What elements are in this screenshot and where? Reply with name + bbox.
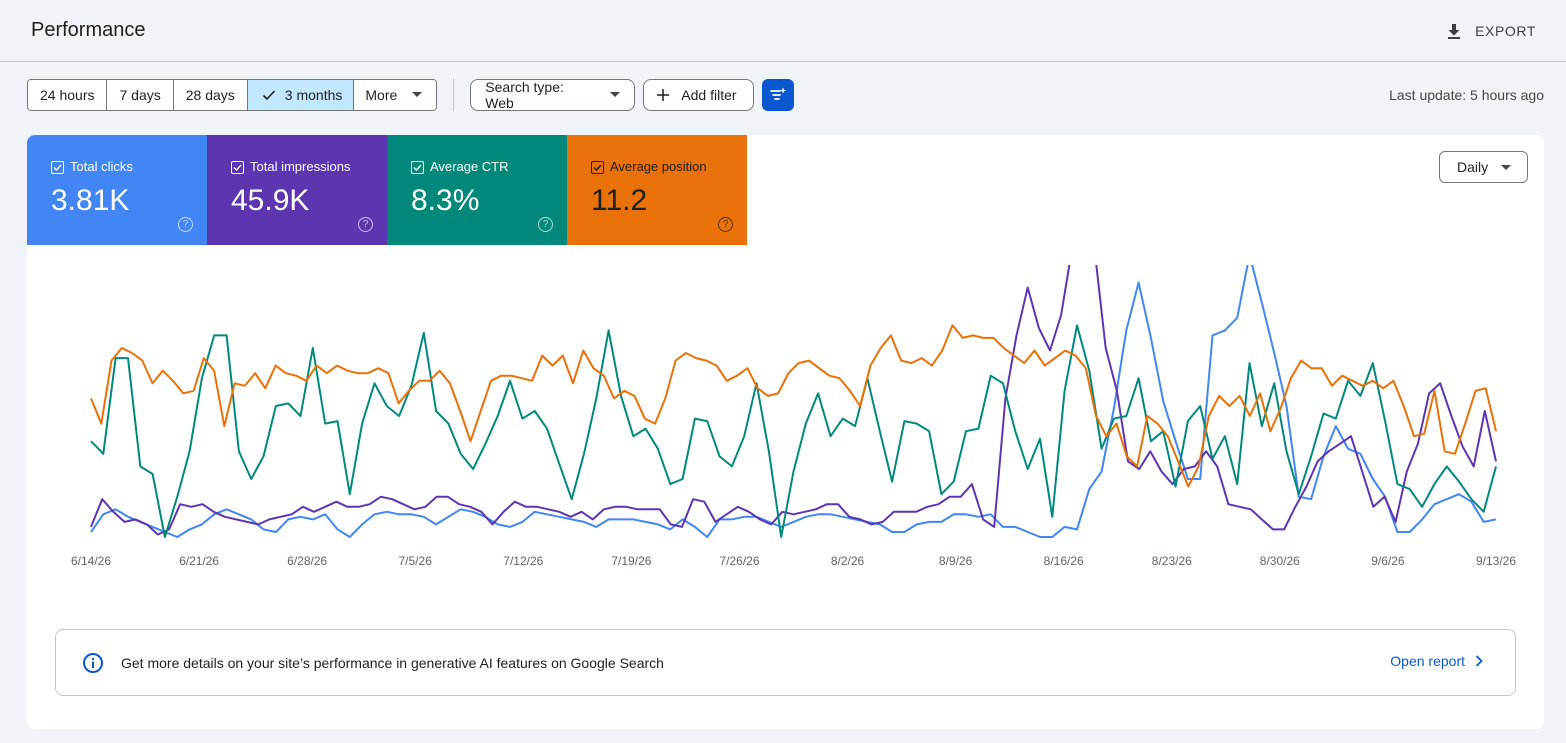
x-tick-label: 6/14/26: [71, 554, 111, 568]
add-filter-label: Add filter: [681, 87, 737, 103]
check-icon: [262, 90, 275, 101]
toolbar-divider: [453, 79, 455, 111]
checkbox-checked-icon: [591, 161, 604, 174]
filter-settings-button[interactable]: [762, 79, 795, 111]
ai-features-banner: Get more details on your site’s performa…: [55, 629, 1516, 696]
help-icon[interactable]: ?: [538, 217, 553, 232]
range-24-hours[interactable]: 24 hours: [28, 80, 108, 110]
help-icon[interactable]: ?: [718, 217, 733, 232]
x-tick-label: 7/5/26: [399, 554, 433, 568]
export-button[interactable]: EXPORT: [1445, 18, 1536, 44]
download-icon: [1448, 24, 1461, 39]
metric-label: Average CTR: [430, 159, 509, 174]
page-header: Performance EXPORT: [0, 0, 1566, 62]
more-label: More: [365, 87, 398, 103]
info-icon: [83, 653, 103, 673]
page-title: Performance: [31, 19, 146, 41]
banner-text: Get more details on your site’s performa…: [121, 655, 664, 671]
x-tick-label: 8/9/26: [939, 554, 973, 568]
x-tick-label: 6/21/26: [179, 554, 219, 568]
x-tick-label: 7/19/26: [611, 554, 651, 568]
metric-average-position[interactable]: Average position 11.2 ?: [567, 135, 747, 245]
checkbox-checked-icon: [411, 161, 424, 174]
metric-label: Total clicks: [70, 159, 133, 174]
checkbox-checked-icon: [51, 161, 64, 174]
metric-value: 8.3%: [411, 184, 480, 217]
filter-toolbar: 24 hours 7 days 28 days 3 months More Se…: [27, 79, 795, 111]
open-report-link[interactable]: Open report: [1390, 653, 1483, 669]
series-line-total-impressions: [90, 265, 1497, 536]
range-28-days[interactable]: 28 days: [173, 80, 248, 110]
metric-value: 45.9K: [231, 184, 310, 217]
open-report-label: Open report: [1390, 653, 1465, 669]
metric-total-clicks[interactable]: Total clicks 3.81K ?: [27, 135, 207, 245]
chart-x-axis-ticks: 6/14/26 6/21/26 6/28/26 7/5/26 7/12/26 7/19/2…: [71, 554, 1516, 568]
x-tick-label: 7/12/26: [503, 554, 543, 568]
caret-down-icon: [412, 92, 423, 97]
checkbox-checked-icon: [231, 161, 244, 174]
performance-line-chart: 6/14/26 6/21/26 6/28/26 7/5/26 7/12/26 7/19/2…: [71, 265, 1516, 568]
search-type-label: Search type: Web: [485, 79, 564, 111]
metric-label: Average position: [610, 159, 707, 174]
granularity-label: Daily: [1457, 159, 1489, 175]
search-type-dropdown[interactable]: Search type: Web: [470, 79, 636, 111]
performance-card: Total clicks 3.81K ? Total impressions 4…: [27, 135, 1544, 729]
x-tick-label: 8/16/26: [1044, 554, 1084, 568]
x-tick-label: 8/23/26: [1152, 554, 1192, 568]
date-range-selector: 24 hours 7 days 28 days 3 months More: [27, 79, 438, 111]
range-7-days[interactable]: 7 days: [107, 80, 174, 110]
chart-series-layer: [90, 265, 1497, 538]
range-more-dropdown[interactable]: More: [354, 80, 437, 110]
chevron-right-icon: [1475, 655, 1483, 667]
series-line-average-ctr: [90, 324, 1497, 538]
x-tick-label: 6/28/26: [287, 554, 327, 568]
metric-average-ctr[interactable]: Average CTR 8.3% ?: [387, 135, 567, 245]
x-tick-label: 8/30/26: [1260, 554, 1300, 568]
range-3-months[interactable]: 3 months: [247, 80, 355, 110]
last-update-text: Last update: 5 hours ago: [1389, 87, 1544, 103]
export-label: EXPORT: [1475, 23, 1536, 39]
help-icon[interactable]: ?: [358, 217, 373, 232]
range-3-months-label: 3 months: [284, 87, 343, 103]
x-tick-label: 8/2/26: [831, 554, 865, 568]
caret-down-icon: [1501, 165, 1511, 170]
granularity-dropdown[interactable]: Daily: [1439, 151, 1528, 183]
caret-down-icon: [610, 92, 621, 97]
add-filter-button[interactable]: Add filter: [643, 79, 755, 111]
metric-label: Total impressions: [250, 159, 351, 174]
help-icon[interactable]: ?: [178, 217, 193, 232]
x-tick-label: 9/13/26: [1476, 554, 1516, 568]
series-line-total-clicks: [90, 265, 1497, 538]
metric-total-impressions[interactable]: Total impressions 45.9K ?: [207, 135, 387, 245]
x-tick-label: 9/6/26: [1371, 554, 1405, 568]
x-tick-label: 7/26/26: [719, 554, 759, 568]
plus-icon: [657, 89, 670, 101]
metric-value: 11.2: [591, 184, 648, 217]
metric-value: 3.81K: [51, 184, 130, 217]
series-line-average-position: [90, 324, 1497, 488]
filter-sparkle-icon: [770, 87, 787, 100]
